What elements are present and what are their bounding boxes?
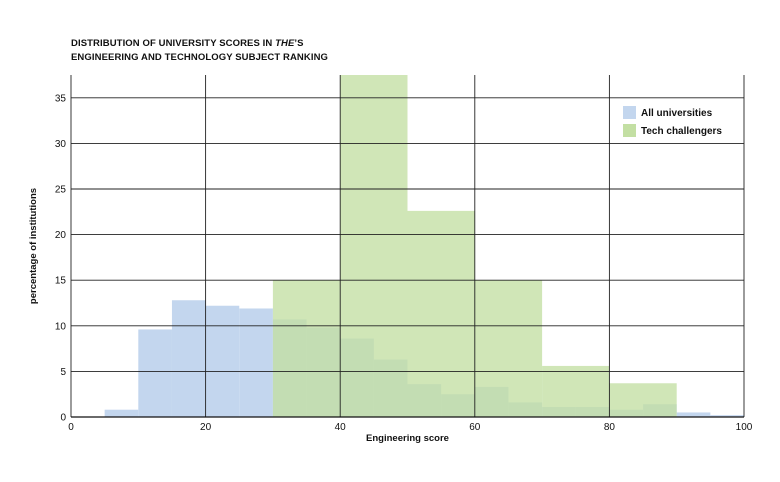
chart-title: DISTRIBUTION OF UNIVERSITY SCORES IN THE…	[71, 37, 328, 65]
y-tick-label: 30	[55, 139, 67, 150]
y-tick-label: 10	[55, 321, 67, 332]
bar-all-universities	[239, 308, 273, 417]
x-tick-label: 80	[604, 422, 616, 433]
grid-lines	[70, 75, 745, 418]
y-tick-label: 35	[55, 93, 67, 104]
chart-title-prefix: DISTRIBUTION OF UNIVERSITY SCORES IN	[71, 38, 276, 49]
y-tick-label: 25	[55, 185, 67, 196]
legend-label-all-universities: All universities	[641, 108, 713, 119]
chart-title-line-2: ENGINEERING AND TECHNOLOGY SUBJECT RANKI…	[71, 52, 329, 63]
bar-all-universities	[138, 329, 172, 417]
bar-tech-challengers	[542, 365, 610, 417]
bar-all-universities	[205, 305, 240, 417]
chart-title-line-1: DISTRIBUTION OF UNIVERSITY SCORES IN THE…	[71, 37, 328, 51]
bar-tech-challengers	[340, 75, 408, 417]
bar-tech-challengers	[272, 280, 341, 417]
bar-all-universities	[104, 409, 139, 417]
bar-tech-challengers	[609, 383, 677, 417]
bar-tech-challengers	[407, 210, 475, 417]
x-tick-label: 60	[469, 422, 481, 433]
y-axis-ticks: 0 5 10 15 20 25 30 35	[55, 93, 67, 423]
legend: All universities Tech challengers	[623, 106, 722, 137]
y-tick-label: 5	[60, 367, 66, 378]
legend-swatch-tech-challengers	[623, 124, 636, 137]
y-tick-label: 0	[60, 413, 66, 424]
x-tick-label: 100	[736, 422, 753, 433]
x-axis-ticks: 0 20 40 60 80 100	[68, 422, 753, 433]
series-tech-challengers	[272, 75, 677, 417]
x-tick-label: 20	[200, 422, 212, 433]
y-tick-label: 20	[55, 230, 67, 241]
bar-all-universities	[710, 415, 744, 417]
x-tick-label: 0	[68, 422, 74, 433]
x-axis-label: Engineering score	[366, 433, 449, 444]
legend-swatch-all-universities	[623, 106, 636, 119]
y-tick-label: 15	[55, 276, 67, 287]
x-tick-label: 40	[335, 422, 347, 433]
y-axis-label: percentage of institutions	[28, 188, 39, 304]
legend-label-tech-challengers: Tech challengers	[641, 126, 722, 137]
chart-title-italic: THE	[275, 38, 295, 49]
bar-all-universities	[676, 412, 711, 417]
chart-title-suffix: ’S	[294, 38, 304, 49]
bar-all-universities	[171, 300, 206, 417]
bar-tech-challengers	[474, 280, 543, 417]
